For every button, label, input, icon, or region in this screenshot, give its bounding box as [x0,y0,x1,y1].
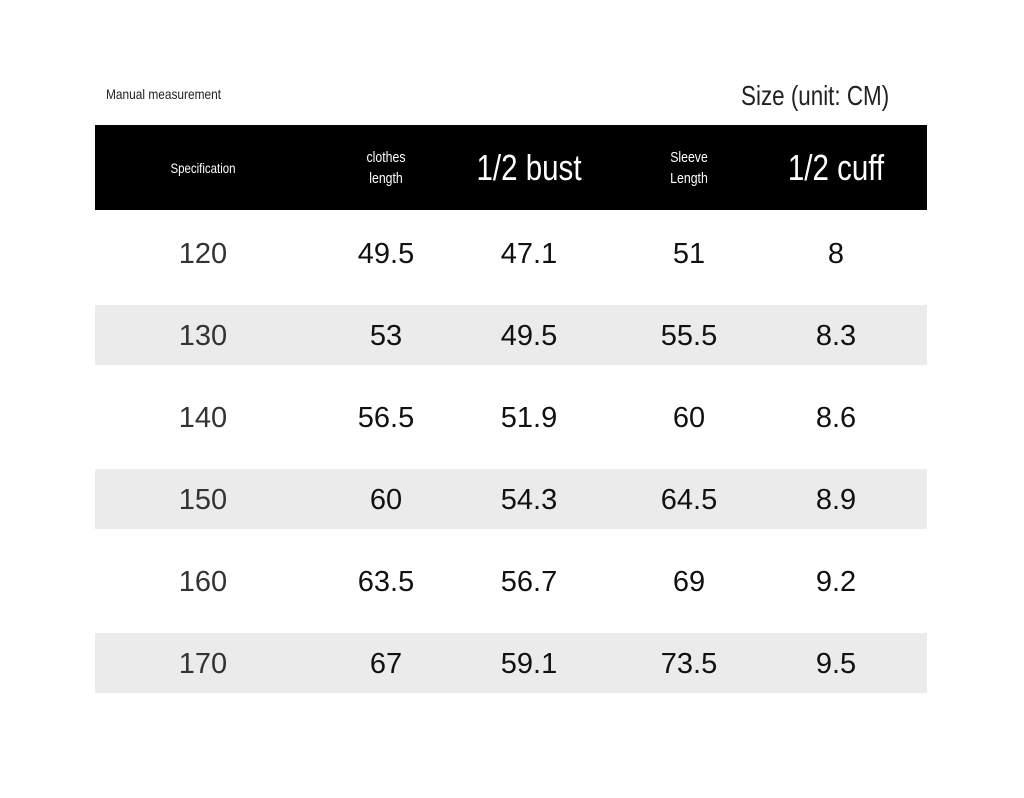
table-cell: 8.3 [815,320,857,352]
table-row: 120 49.5 47.1 51 8 [95,213,927,295]
table-row: 150 60 54.3 64.5 8.9 [95,459,927,541]
table-cell: 63.5 [357,566,415,598]
table-cell: 60 [672,402,706,434]
table-cell: 8.6 [815,402,857,434]
table-cell: 150 [178,484,228,516]
table-cell: 170 [178,648,228,680]
table-cell: 54.3 [500,484,558,516]
column-header: 1/2 bust [476,146,582,188]
table-cell: 53 [369,320,403,352]
table-cell: 49.5 [500,320,558,352]
table-row: 170 67 59.1 73.5 9.5 [95,623,927,705]
column-header: 1/2 cuff [787,146,885,188]
table-row: 130 53 49.5 55.5 8.3 [95,295,927,377]
table-cell: 59.1 [500,648,558,680]
table-header: Specification clothes length 1/2 bust Sleev… [95,125,927,210]
table-cell: 73.5 [660,648,718,680]
table-cell: 9.5 [815,648,857,680]
table-cell: 9.2 [815,566,857,598]
table-row: 160 63.5 56.7 69 9.2 [95,541,927,623]
table-cell: 47.1 [500,238,558,270]
table-cell: 8.9 [815,484,857,516]
table-cell: 69 [672,566,706,598]
table-cell: 56.7 [500,566,558,598]
row-shade [95,305,927,365]
table-cell: 160 [178,566,228,598]
table-cell: 8 [827,238,845,270]
row-shade [95,469,927,529]
table-cell: 49.5 [357,238,415,270]
column-header: Specification [170,159,236,176]
table-cell: 51 [672,238,706,270]
table-cell: 140 [178,402,228,434]
table-row: 140 56.5 51.9 60 8.6 [95,377,927,459]
table-cell: 130 [178,320,228,352]
table-cell: 56.5 [357,402,415,434]
column-header: clothes length [366,148,406,187]
table-cell: 51.9 [500,402,558,434]
row-shade [95,633,927,693]
table-cell: 120 [178,238,228,270]
table-cell: 55.5 [660,320,718,352]
table-cell: 60 [369,484,403,516]
note: Manual measurement [106,86,222,102]
table-cell: 67 [369,648,403,680]
title: Size (unit: CM) [740,80,889,111]
column-header: Sleeve Length [670,148,708,187]
table-cell: 64.5 [660,484,718,516]
